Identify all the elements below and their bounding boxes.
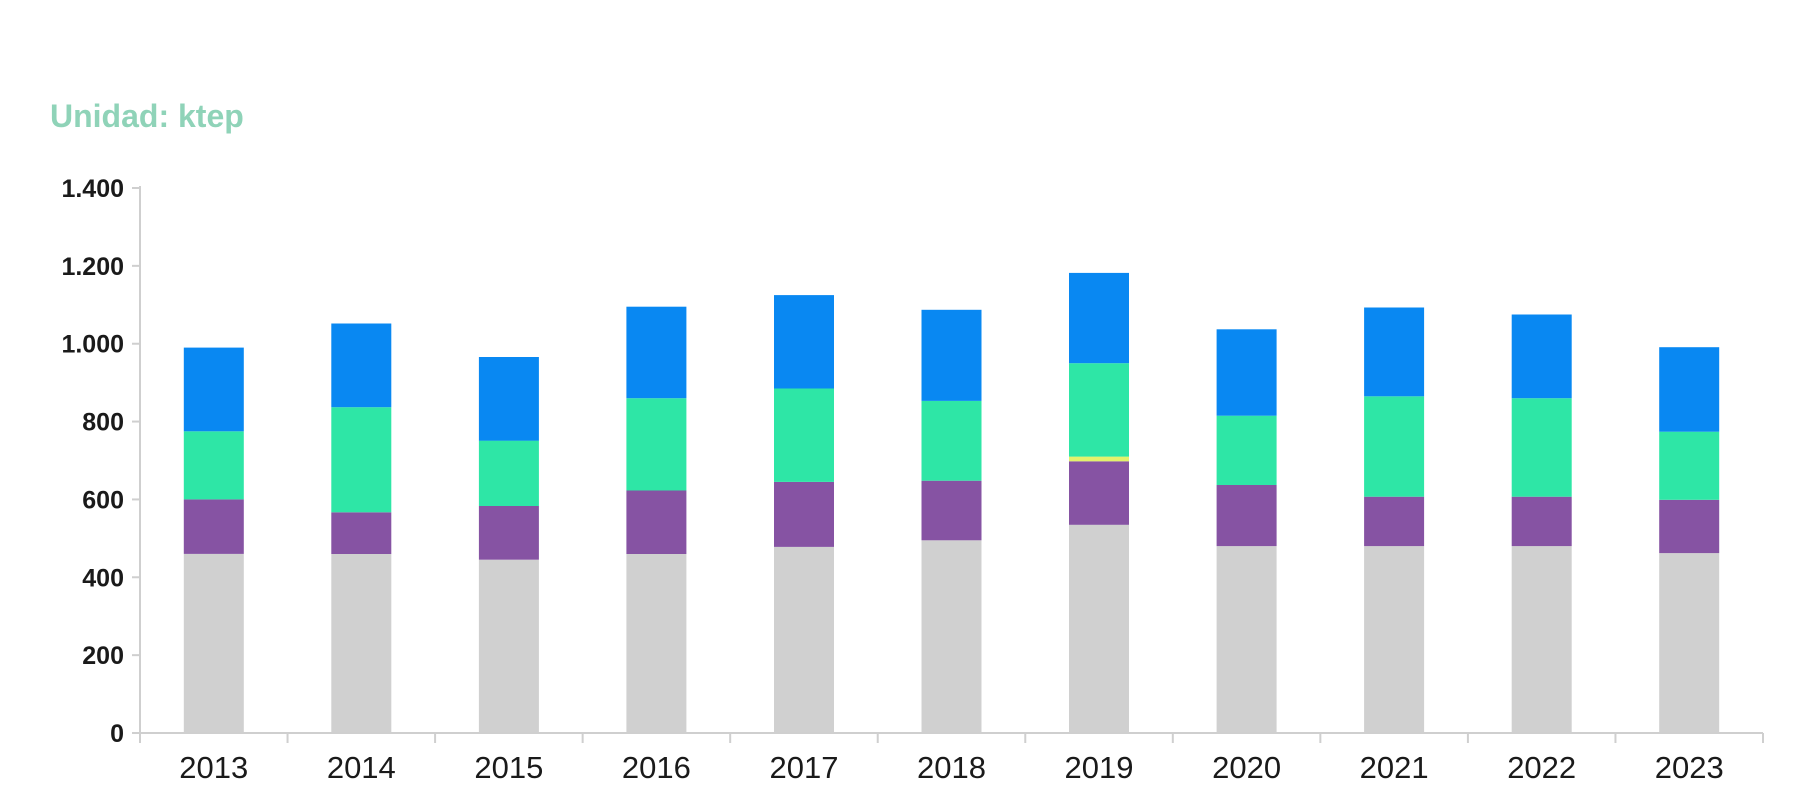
bar-series-green-2013 (183, 431, 244, 500)
bars-layer (183, 272, 1720, 733)
bar-series-grey-2014 (331, 553, 392, 733)
bar-series-green-2016 (626, 398, 687, 491)
bar-series-purple-2017 (774, 481, 834, 547)
x-tick-label-2020: 2020 (1212, 750, 1281, 785)
bar-series-blue-2018 (921, 309, 982, 401)
bar-series-purple-2020 (1216, 485, 1277, 547)
bar-series-green-2017 (774, 388, 834, 482)
bar-series-blue-2020 (1216, 329, 1277, 416)
bar-series-purple-2016 (626, 490, 687, 554)
bar-series-blue-2019 (1069, 272, 1129, 364)
bar-series-purple-2014 (331, 512, 392, 554)
bar-series-grey-2016 (626, 553, 687, 733)
bar-series-grey-2015 (478, 559, 539, 733)
bar-series-purple-2023 (1659, 499, 1720, 554)
y-tick-label-1000: 1.000 (61, 331, 124, 359)
bar-series-blue-2015 (478, 357, 539, 441)
bar-series-green-2014 (331, 407, 392, 513)
bar-series-green-2018 (921, 400, 982, 481)
x-tick-label-2023: 2023 (1655, 750, 1724, 785)
x-tick-label-2019: 2019 (1065, 750, 1134, 785)
x-tick-label-2014: 2014 (327, 750, 396, 785)
bar-series-green-2019 (1069, 363, 1129, 457)
bar-series-grey-2022 (1511, 546, 1572, 733)
bar-series-grey-2018 (921, 540, 982, 733)
bar-series-blue-2021 (1364, 307, 1425, 397)
bar-series-blue-2013 (183, 347, 244, 432)
x-tick-label-2015: 2015 (474, 750, 543, 785)
bar-series-green-2021 (1364, 396, 1425, 497)
bar-series-purple-2018 (921, 480, 982, 541)
y-tick-label-200: 200 (82, 642, 124, 670)
y-tick-label-600: 600 (82, 486, 124, 514)
bar-series-purple-2022 (1511, 496, 1572, 547)
bar-series-purple-2015 (478, 506, 539, 560)
bar-series-blue-2023 (1659, 347, 1720, 432)
unit-label: Unidad: ktep (50, 98, 244, 134)
x-tick-label-2021: 2021 (1360, 750, 1429, 785)
bar-series-blue-2022 (1511, 314, 1572, 399)
bar-series-blue-2016 (626, 306, 687, 399)
x-tick-label-2022: 2022 (1507, 750, 1576, 785)
x-tick-label-2018: 2018 (917, 750, 986, 785)
bar-series-grey-2021 (1364, 546, 1425, 733)
axes-layer: 0 200 400 600 800 1.000 1.200 1.400 2013 2014 2015… (61, 175, 1764, 785)
bar-series-green-2023 (1659, 431, 1720, 500)
x-tick-label-2016: 2016 (622, 750, 691, 785)
y-tick-label-0: 0 (110, 720, 124, 748)
bar-series-purple-2013 (183, 499, 244, 554)
bar-series-purple-2019 (1069, 461, 1129, 525)
y-tick-label-800: 800 (82, 409, 124, 437)
bar-series-blue-2014 (331, 323, 392, 408)
bar-series-grey-2013 (183, 553, 244, 733)
bar-series-grey-2020 (1216, 546, 1277, 733)
x-tick-label-2013: 2013 (179, 750, 248, 785)
bar-series-green-2022 (1511, 398, 1572, 497)
y-tick-label-1400: 1.400 (61, 175, 124, 203)
bar-series-blue-2017 (774, 295, 834, 389)
y-tick-label-400: 400 (82, 564, 124, 592)
bar-series-grey-2017 (774, 546, 834, 733)
bar-series-purple-2021 (1364, 496, 1425, 547)
bar-series-yellow-2019 (1069, 456, 1129, 462)
x-tick-label-2017: 2017 (769, 750, 838, 785)
bar-series-grey-2019 (1069, 524, 1129, 733)
bar-series-grey-2023 (1659, 553, 1720, 733)
bar-series-green-2015 (478, 440, 539, 506)
bar-series-green-2020 (1216, 415, 1277, 485)
y-tick-label-1200: 1.200 (61, 253, 124, 281)
